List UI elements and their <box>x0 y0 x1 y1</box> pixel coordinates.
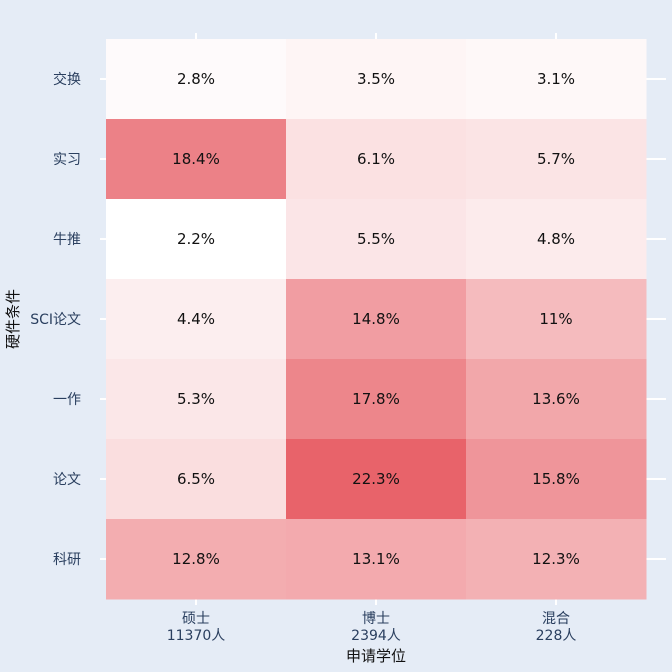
heatmap-cell <box>286 279 467 360</box>
heatmap-cell <box>106 199 287 280</box>
x-tick-label: 混合 <box>542 611 570 627</box>
cell-value-label: 12.8% <box>172 550 220 568</box>
cell-value-label: 6.1% <box>357 150 395 168</box>
heatmap-cell <box>466 519 647 600</box>
cell-value-label: 2.2% <box>177 230 215 248</box>
cell-value-labels: 2.8% 3.5% 3.1% 18.4% 6.1% 5.7% 2.2% 5.5% 4.8% 4.4… <box>172 70 580 568</box>
cell-value-label: 3.1% <box>537 70 575 88</box>
heatmap-cells <box>106 39 647 600</box>
heatmap-cell <box>286 199 467 280</box>
y-tick-label: 实习 <box>53 152 81 168</box>
cell-value-label: 22.3% <box>352 470 400 488</box>
heatmap-cell <box>466 359 647 440</box>
y-tick-label: SCI论文 <box>30 312 81 328</box>
cell-value-label: 12.3% <box>532 550 580 568</box>
cell-value-label: 17.8% <box>352 390 400 408</box>
heatmap-cell <box>106 519 287 600</box>
cell-value-label: 5.5% <box>357 230 395 248</box>
y-tick-label: 一作 <box>53 392 81 408</box>
cell-value-label: 11% <box>539 310 572 328</box>
cell-value-label: 14.8% <box>352 310 400 328</box>
heatmap-cell <box>286 359 467 440</box>
cell-value-label: 15.8% <box>532 470 580 488</box>
heatmap-cell <box>106 279 287 360</box>
heatmap-cell <box>466 199 647 280</box>
y-tick-label: 论文 <box>53 472 81 488</box>
heatmap-cell <box>106 439 287 520</box>
cell-value-label: 13.1% <box>352 550 400 568</box>
heatmap-cell <box>466 39 647 120</box>
heatmap-cell <box>286 119 467 200</box>
x-axis-title: 申请学位 <box>346 647 406 665</box>
cell-value-label: 6.5% <box>177 470 215 488</box>
cell-value-label: 4.8% <box>537 230 575 248</box>
cell-value-label: 3.5% <box>357 70 395 88</box>
cell-value-label: 5.7% <box>537 150 575 168</box>
x-tick-label: 博士 <box>362 610 390 627</box>
x-tick-label: 硕士 <box>182 611 210 627</box>
cell-value-label: 18.4% <box>172 150 220 168</box>
x-tick-sublabel: 11370人 <box>167 628 226 644</box>
heatmap-cell <box>286 519 467 600</box>
heatmap-cell <box>466 119 647 200</box>
heatmap-cell <box>106 119 287 200</box>
x-tick-sublabel: 2394人 <box>351 628 401 644</box>
cell-value-label: 4.4% <box>177 310 215 328</box>
cell-value-label: 5.3% <box>177 390 215 408</box>
heatmap-cell <box>466 279 647 360</box>
y-tick-label: 交换 <box>53 71 81 88</box>
y-axis-title: 硬件条件 <box>4 289 22 349</box>
y-tick-label: 牛推 <box>53 232 81 248</box>
cell-value-label: 13.6% <box>532 390 580 408</box>
y-tick-label: 科研 <box>53 552 81 568</box>
x-tick-sublabel: 228人 <box>536 628 577 644</box>
heatmap-cell <box>286 39 467 120</box>
heatmap-cell <box>466 439 647 520</box>
heatmap-cell <box>106 39 287 120</box>
cell-value-label: 2.8% <box>177 70 215 88</box>
heatmap-cell <box>106 359 287 440</box>
heatmap-cell <box>286 439 467 520</box>
